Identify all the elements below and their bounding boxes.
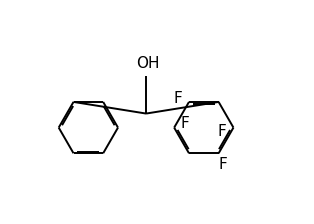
Text: OH: OH — [136, 56, 160, 71]
Text: F: F — [217, 124, 226, 139]
Text: F: F — [219, 157, 228, 172]
Text: F: F — [174, 91, 182, 106]
Text: F: F — [181, 116, 189, 131]
